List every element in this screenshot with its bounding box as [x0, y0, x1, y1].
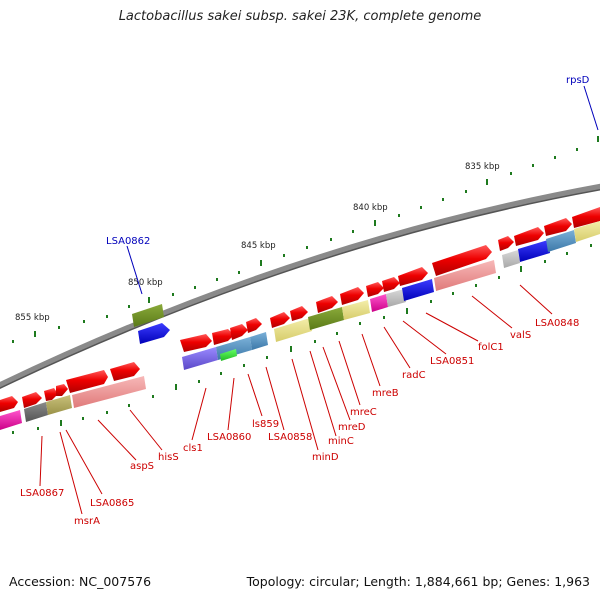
gene-label-rpsD[interactable]: rpsD [566, 75, 590, 86]
gene-label-minC[interactable]: minC [328, 436, 354, 447]
cog-color-box [274, 318, 312, 342]
gene-arrow [138, 323, 170, 344]
gene-label-radC[interactable]: radC [402, 370, 426, 381]
genome-backbone [0, 183, 600, 389]
forward-cog-boxes [0, 221, 600, 430]
gene-label-cls1[interactable]: cls1 [183, 443, 203, 454]
gene-arrow [230, 324, 248, 340]
accession-text: Accession: NC_007576 [9, 574, 152, 589]
gene-label-ls859[interactable]: ls859 [252, 419, 279, 430]
cog-color-box [370, 294, 388, 312]
gene-arrow [382, 277, 400, 292]
cog-color-box [46, 395, 72, 415]
cog-color-box [182, 347, 218, 370]
cog-color-box [72, 376, 146, 408]
gene-arrow [544, 218, 572, 236]
gene-label-LSA0858[interactable]: LSA0858 [268, 432, 312, 443]
gene-label-aspS[interactable]: aspS [130, 461, 154, 472]
gene-arrow [340, 287, 364, 305]
gene-label-LSA0862[interactable]: LSA0862 [106, 236, 150, 247]
gene-arrow [498, 236, 514, 251]
inner-ticks [12, 244, 592, 434]
topology-text: Topology: circular; Length: 1,884,661 bp… [246, 574, 590, 589]
cog-color-box [24, 402, 48, 422]
genome-backbone-shadow [0, 189, 600, 390]
gene-arrow [270, 312, 290, 328]
gene-label-folC1[interactable]: folC1 [478, 342, 504, 353]
gene-label-minD[interactable]: minD [312, 452, 339, 463]
forward-genes [0, 207, 600, 412]
gene-label-LSA0851[interactable]: LSA0851 [430, 356, 474, 367]
gene-arrow [432, 245, 492, 276]
cog-color-box [434, 260, 496, 291]
cog-color-box [386, 289, 406, 307]
gene-label-LSA0867[interactable]: LSA0867 [20, 488, 64, 499]
gene-label-msrA[interactable]: msrA [74, 516, 100, 527]
gene-arrow [0, 396, 18, 412]
gene-arrow [22, 392, 42, 408]
gene-label-LSA0848[interactable]: LSA0848 [535, 318, 579, 329]
gene-arrow [366, 282, 384, 297]
cog-color-box [0, 410, 22, 430]
gene-arrow [398, 267, 428, 286]
cog-color-box [546, 230, 576, 252]
scale-label-850: 850 kbp [128, 278, 163, 288]
gene-label-hisS[interactable]: hisS [158, 452, 179, 463]
gene-arrow [316, 296, 338, 313]
cog-color-box [250, 332, 268, 350]
gene-arrow [44, 388, 58, 401]
cog-color-box [402, 279, 434, 301]
gene-label-LSA0865[interactable]: LSA0865 [90, 498, 134, 509]
gene-label-mreD[interactable]: mreD [338, 422, 366, 433]
gene-label-mreC[interactable]: mreC [350, 407, 377, 418]
gene-arrow [514, 227, 544, 246]
reverse-genes [132, 304, 170, 344]
map-title: Lactobacillus sakei subsp. sakei 23K, co… [118, 9, 482, 24]
scale-label-845: 845 kbp [241, 241, 276, 251]
cog-color-box [308, 307, 344, 330]
label-leaders [39, 284, 553, 515]
gene-arrow [572, 207, 600, 228]
label-leaders-blue [126, 85, 599, 295]
cog-color-box [574, 221, 600, 242]
cog-color-box [132, 304, 164, 327]
gene-arrow [212, 329, 234, 345]
gene-arrow [180, 334, 212, 352]
gene-arrow [246, 318, 262, 333]
gene-arrow [56, 384, 68, 396]
gene-label-mreB[interactable]: mreB [372, 388, 399, 399]
cog-color-box [220, 349, 237, 361]
gene-arrow [290, 306, 308, 321]
cog-color-box [518, 240, 550, 262]
gene-arrow [110, 362, 140, 381]
gene-label-valS[interactable]: valS [510, 330, 531, 341]
cog-color-box [342, 300, 370, 320]
gene-arrow [66, 370, 108, 393]
scale-label-840: 840 kbp [353, 203, 388, 213]
scale-label-855: 855 kbp [15, 313, 50, 323]
scale-label-835: 835 kbp [465, 162, 500, 172]
scale-ticks [12, 136, 599, 343]
gene-label-LSA0860[interactable]: LSA0860 [207, 432, 251, 443]
cog-color-box [502, 250, 520, 268]
